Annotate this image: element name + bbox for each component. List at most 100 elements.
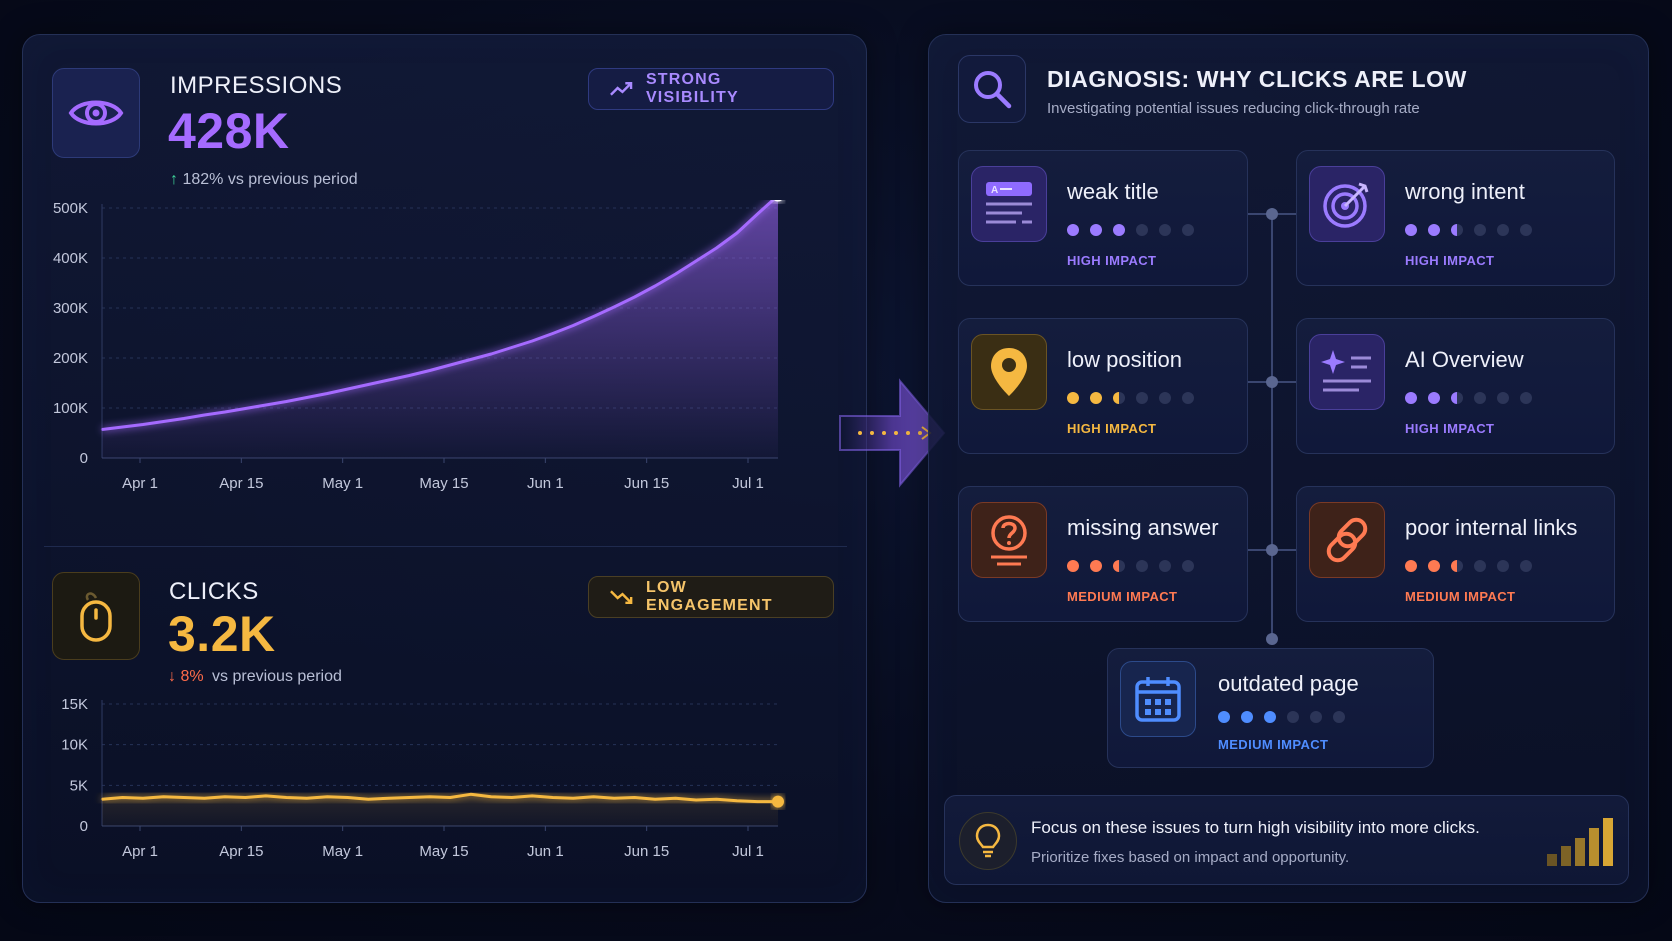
impact-dots <box>1067 392 1194 404</box>
issue-card-ai-overview[interactable]: AI Overview HIGH IMPACT <box>1296 318 1615 454</box>
x-tick-label: May 15 <box>419 843 468 860</box>
impact-dot <box>1474 392 1486 404</box>
x-tick-label: Jun 15 <box>624 843 669 860</box>
data-point <box>469 793 472 796</box>
data-point <box>182 796 186 799</box>
x-tick-label: Jun 1 <box>527 843 564 860</box>
data-point <box>510 796 513 799</box>
y-tick-label: 15K <box>61 696 88 713</box>
issue-icon-box: A <box>971 166 1047 242</box>
low-engagement-badge: LOW ENGAGEMENT <box>588 576 834 618</box>
diagnosis-title: DIAGNOSIS: WHY CLICKS ARE LOW <box>1047 66 1467 92</box>
data-point <box>551 332 554 335</box>
issue-card-weak-title[interactable]: A weak title HIGH IMPACT <box>958 150 1248 286</box>
target-icon <box>1323 182 1369 228</box>
data-point <box>346 796 350 799</box>
issue-label: weak title <box>1067 179 1159 204</box>
data-point <box>428 369 431 372</box>
data-point <box>428 795 431 798</box>
impact-dot <box>1310 711 1322 723</box>
issue-card-poor-internal-links[interactable]: poor internal links MEDIUM IMPACT <box>1296 486 1615 622</box>
search-icon <box>974 71 1012 109</box>
impact-dot <box>1520 392 1532 404</box>
metrics-divider <box>44 546 847 547</box>
data-point <box>244 796 247 799</box>
bar-chart-icon <box>1547 818 1613 866</box>
sparkle-list-icon <box>1321 350 1371 392</box>
title-card-icon: A <box>986 182 1032 224</box>
data-point <box>694 259 698 263</box>
issue-label: AI Overview <box>1405 347 1524 372</box>
clicks-delta-pct: 8% <box>180 668 204 685</box>
impact-dot <box>1218 711 1230 723</box>
impact-dots <box>1405 560 1532 572</box>
data-point <box>346 387 350 391</box>
question-icon <box>991 515 1027 566</box>
issue-card-missing-answer[interactable]: missing answer MEDIUM IMPACT <box>958 486 1248 622</box>
data-point <box>715 246 718 250</box>
issue-icon-box <box>1120 661 1196 737</box>
impact-dot <box>1497 224 1509 236</box>
svg-text:A: A <box>991 185 998 196</box>
issue-card-wrong-intent[interactable]: wrong intent HIGH IMPACT <box>1296 150 1615 286</box>
trend-down-icon <box>610 590 633 604</box>
impact-dot <box>1113 560 1125 572</box>
x-tick-label: Apr 1 <box>122 843 158 860</box>
impressions-delta-text: 182% vs previous period <box>182 171 358 188</box>
impact-label: MEDIUM IMPACT <box>1405 589 1516 604</box>
link-icon <box>1326 517 1368 563</box>
recommendation-box: Focus on these issues to turn high visib… <box>944 795 1629 885</box>
data-point <box>387 378 390 382</box>
mouse-icon <box>80 592 112 642</box>
impact-dot <box>1497 392 1509 404</box>
recommendation-subtext: Prioritize fixes based on impact and opp… <box>1031 849 1350 866</box>
y-tick-label: 200K <box>53 350 88 367</box>
data-point <box>305 396 309 399</box>
issue-card-low-position[interactable]: low position HIGH IMPACT <box>958 318 1248 454</box>
data-point <box>121 425 124 429</box>
data-point <box>449 363 452 367</box>
impact-dot <box>1520 560 1532 572</box>
metrics-panel <box>22 34 867 903</box>
diagnosis-icon-box <box>958 55 1026 123</box>
impact-dots <box>1405 392 1532 404</box>
data-point <box>141 797 145 800</box>
data-point <box>694 798 698 802</box>
data-point <box>612 797 616 800</box>
x-tick-label: Apr 15 <box>219 843 263 860</box>
series-area <box>102 200 778 458</box>
delta-down-arrow-icon: ↓ <box>168 668 176 685</box>
data-point <box>715 797 718 801</box>
issue-icon-box <box>1309 166 1385 242</box>
impact-dot <box>1182 392 1194 404</box>
x-tick-label: Jul 1 <box>732 843 764 860</box>
x-tick-label: Jul 1 <box>732 475 764 492</box>
impact-label: MEDIUM IMPACT <box>1067 589 1178 604</box>
issue-label: poor internal links <box>1405 515 1578 540</box>
data-point <box>633 295 636 299</box>
impact-dot <box>1113 224 1125 236</box>
issue-card-outdated-page[interactable]: outdated page MEDIUM IMPACT <box>1107 648 1434 768</box>
impressions-value: 428K <box>168 103 290 159</box>
impact-dot <box>1428 224 1440 236</box>
lightbulb-icon <box>975 823 1001 858</box>
y-tick-label: 100K <box>53 400 88 417</box>
impressions-delta: ↑ 182% vs previous period <box>170 171 358 189</box>
x-tick-label: May 1 <box>322 843 363 860</box>
issue-connector-lines <box>1248 208 1296 645</box>
data-point <box>571 324 575 327</box>
clicks-chart: 0 5K 10K 15K Apr 1 Apr 15 May 1 May 15 Jun 1 Jun … <box>61 696 784 860</box>
impact-dot <box>1405 392 1417 404</box>
map-pin-icon <box>991 348 1027 396</box>
impact-dot <box>1090 560 1102 572</box>
y-tick-label: 5K <box>70 777 88 794</box>
data-point <box>674 272 677 276</box>
issue-label: low position <box>1067 347 1182 372</box>
impact-dots <box>1067 560 1194 572</box>
x-tick-label: Jun 1 <box>527 475 564 492</box>
data-point <box>510 346 513 349</box>
impact-dot <box>1067 392 1079 404</box>
delta-up-arrow-icon: ↑ <box>170 171 178 188</box>
y-tick-label: 0 <box>80 818 88 835</box>
diagnosis-subtitle: Investigating potential issues reducing … <box>1047 100 1420 117</box>
